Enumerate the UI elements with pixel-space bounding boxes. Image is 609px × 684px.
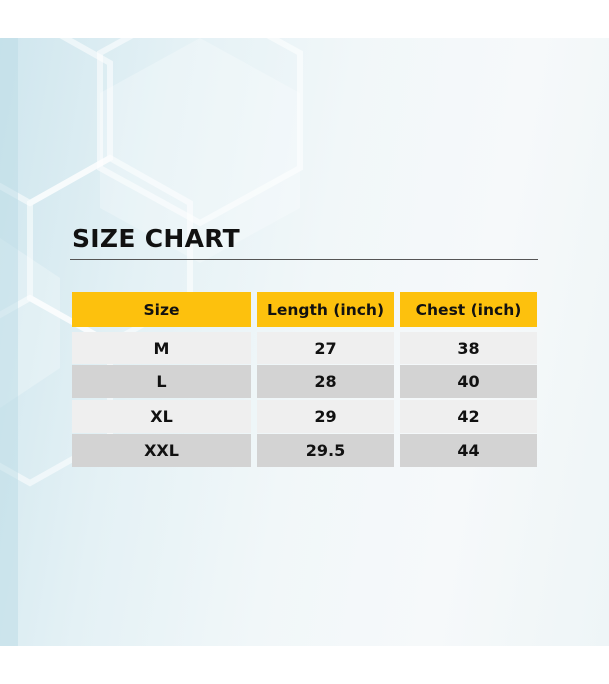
header-length: Length (inch) [257,292,394,327]
header-size: Size [72,292,251,327]
title-divider [70,259,538,260]
cell-chest: 40 [400,365,537,398]
header-chest: Chest (inch) [400,292,537,327]
cell-length: 29 [257,400,394,433]
cell-length: 28 [257,365,394,398]
cell-chest: 44 [400,434,537,467]
cell-length: 27 [257,332,394,364]
cell-chest: 38 [400,332,537,364]
page-title: SIZE CHART [72,224,241,253]
cell-size: M [72,332,251,364]
cell-size: L [72,365,251,398]
cell-size: XXL [72,434,251,467]
cell-chest: 42 [400,400,537,433]
cell-size: XL [72,400,251,433]
cell-length: 29.5 [257,434,394,467]
hexagon-pattern [0,38,303,646]
